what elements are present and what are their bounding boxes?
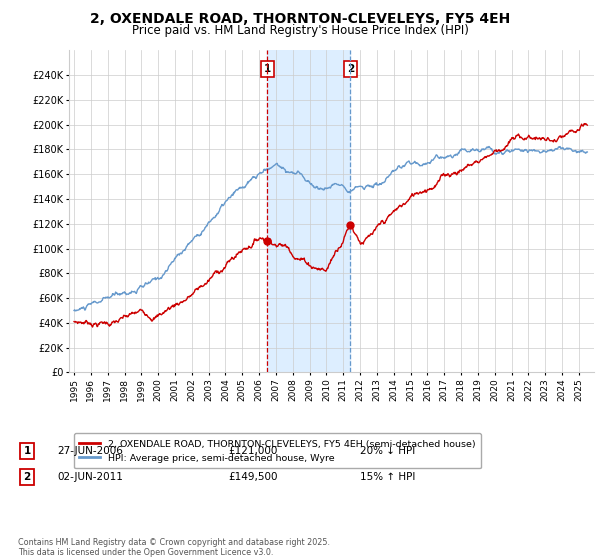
Text: 15% ↑ HPI: 15% ↑ HPI: [360, 472, 415, 482]
Text: £121,000: £121,000: [228, 446, 277, 456]
Text: 2: 2: [23, 472, 31, 482]
Legend: 2, OXENDALE ROAD, THORNTON-CLEVELEYS, FY5 4EH (semi-detached house), HPI: Averag: 2, OXENDALE ROAD, THORNTON-CLEVELEYS, FY…: [74, 433, 481, 469]
Text: 1: 1: [23, 446, 31, 456]
Text: 2, OXENDALE ROAD, THORNTON-CLEVELEYS, FY5 4EH: 2, OXENDALE ROAD, THORNTON-CLEVELEYS, FY…: [90, 12, 510, 26]
Text: 2: 2: [347, 64, 354, 74]
Text: 20% ↓ HPI: 20% ↓ HPI: [360, 446, 415, 456]
Text: Price paid vs. HM Land Registry's House Price Index (HPI): Price paid vs. HM Land Registry's House …: [131, 24, 469, 36]
Text: 1: 1: [264, 64, 271, 74]
Text: 27-JUN-2006: 27-JUN-2006: [57, 446, 123, 456]
Text: £149,500: £149,500: [228, 472, 277, 482]
Text: Contains HM Land Registry data © Crown copyright and database right 2025.
This d: Contains HM Land Registry data © Crown c…: [18, 538, 330, 557]
Bar: [268, 50, 350, 372]
Text: 02-JUN-2011: 02-JUN-2011: [57, 472, 123, 482]
